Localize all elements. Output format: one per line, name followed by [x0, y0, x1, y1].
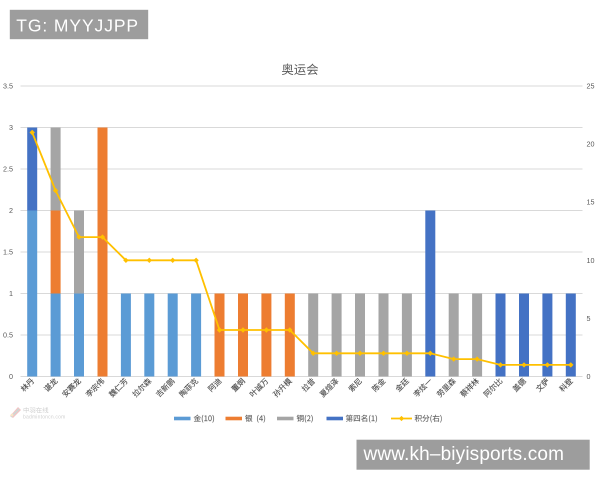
svg-text:1.5: 1.5 — [3, 248, 13, 257]
svg-text:20: 20 — [587, 140, 595, 149]
svg-text:0.5: 0.5 — [3, 331, 13, 340]
svg-text:1: 1 — [9, 289, 13, 298]
svg-text:10: 10 — [587, 256, 595, 265]
svg-text:TG: MYYJJPP: TG: MYYJJPP — [16, 15, 139, 35]
svg-text:www.kh–biyisports.com: www.kh–biyisports.com — [363, 444, 565, 465]
svg-text:0: 0 — [587, 372, 591, 381]
svg-text:5: 5 — [587, 314, 591, 323]
svg-text:2.5: 2.5 — [3, 165, 13, 174]
svg-text:15: 15 — [587, 198, 595, 207]
svg-text:3.5: 3.5 — [3, 82, 13, 91]
svg-text:25: 25 — [587, 82, 595, 91]
svg-text:3: 3 — [9, 123, 13, 132]
svg-text:2: 2 — [9, 206, 13, 215]
svg-text:0: 0 — [9, 372, 13, 381]
svg-text:badmintoncn.com: badmintoncn.com — [23, 415, 65, 421]
